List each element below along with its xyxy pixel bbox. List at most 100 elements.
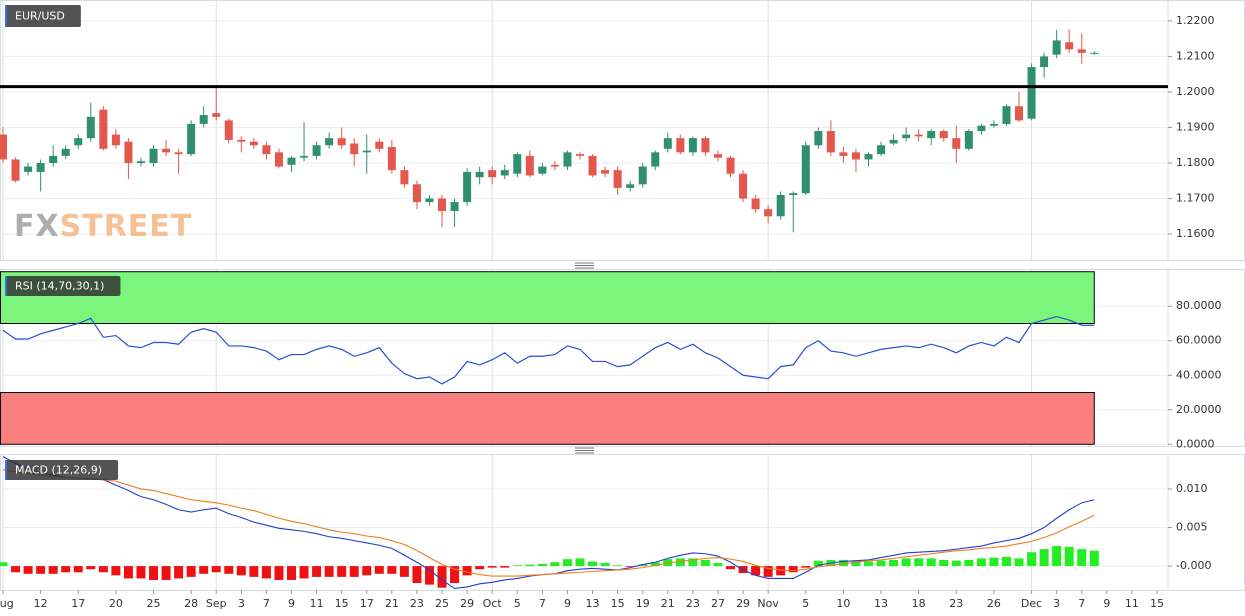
histogram-bar [763, 566, 773, 577]
histogram-bar [475, 566, 485, 570]
panel-title-accent [5, 276, 7, 296]
candle-body [877, 145, 886, 155]
candle-body [312, 145, 321, 156]
histogram-bar [211, 566, 221, 573]
panel-title: RSI (14,70,30,1) [15, 280, 104, 293]
histogram-bar [989, 557, 999, 567]
candle-body [776, 194, 785, 217]
x-tick-label: 19 [636, 597, 650, 610]
histogram-bar [675, 558, 685, 567]
panel-resize-handle[interactable] [575, 262, 594, 269]
panel-resize-handle[interactable] [575, 447, 594, 454]
candle-body [789, 193, 798, 195]
y-tick-label: 1.1700 [1176, 192, 1215, 205]
candle-body [86, 116, 95, 139]
histogram-bar [562, 559, 572, 567]
candle-body [274, 152, 283, 167]
candle-body [764, 209, 773, 217]
x-tick-label: Oct [483, 597, 503, 610]
candle-body [989, 123, 998, 126]
candle-body [49, 155, 58, 164]
x-tick-label: 20 [109, 597, 123, 610]
x-tick-label: 29 [460, 597, 474, 610]
histogram-bar [964, 559, 974, 567]
candle-body [149, 148, 158, 164]
histogram-bar [726, 566, 736, 570]
x-tick-label: 9 [1103, 597, 1110, 610]
x-tick-label: 21 [385, 597, 399, 610]
candle-body [375, 141, 384, 149]
candle-body [613, 170, 622, 188]
rsi-zone [0, 271, 1095, 324]
histogram-bar [73, 566, 83, 573]
histogram-bar [813, 560, 823, 567]
histogram-bar [287, 566, 296, 580]
y-tick-label: 1.2200 [1176, 14, 1215, 27]
candle-body [36, 163, 45, 172]
histogram-bar [312, 566, 322, 577]
y-tick-label: 40.0000 [1176, 368, 1222, 381]
histogram-bar [751, 566, 761, 576]
histogram-bar [525, 564, 535, 567]
candle-body [224, 120, 233, 140]
histogram-bar [374, 566, 384, 574]
candle-body [651, 152, 660, 167]
candle-body [964, 131, 973, 149]
candle-body [1040, 56, 1049, 68]
panel-title-box [5, 460, 119, 480]
x-tick-label: Aug [0, 597, 14, 610]
candle-body [525, 155, 534, 176]
histogram-bar [575, 558, 585, 567]
candle-body [24, 166, 33, 172]
candle-body [74, 138, 83, 146]
y-tick-label: 60.0000 [1176, 334, 1222, 347]
candle-body [249, 141, 258, 146]
candle-body [1052, 40, 1061, 55]
candle-body [350, 143, 359, 155]
histogram-bar [11, 566, 21, 573]
histogram-bar [324, 566, 334, 577]
candle-body [751, 198, 760, 210]
panel-title-accent [5, 460, 7, 480]
watermark-part: STREET [60, 209, 193, 244]
candle-body [538, 166, 547, 174]
histogram-bar [136, 566, 146, 579]
histogram-bar [625, 566, 635, 567]
candle-body [513, 154, 522, 174]
x-tick-label: 15 [611, 597, 625, 610]
candle-body [576, 154, 584, 156]
histogram-bar [1089, 550, 1099, 567]
histogram-bar [700, 559, 710, 567]
x-tick-label: 17 [71, 597, 85, 610]
y-tick-label: -0.000 [1176, 559, 1211, 572]
histogram-bar [951, 560, 961, 567]
candle-body [387, 147, 396, 171]
histogram-bar [487, 566, 497, 568]
x-tick-label: 23 [949, 597, 963, 610]
candle-body [726, 157, 735, 174]
x-tick-label: 10 [836, 597, 850, 610]
candle-body [0, 134, 7, 160]
y-tick-label: 1.1600 [1176, 227, 1215, 240]
histogram-bar [274, 566, 284, 580]
candle-body [977, 125, 986, 132]
histogram-bar [349, 566, 359, 577]
candle-body [412, 184, 421, 203]
candle-body [199, 115, 208, 124]
x-tick-label: 13 [874, 597, 888, 610]
candle-body [488, 170, 497, 178]
histogram-bar [1027, 552, 1037, 567]
y-tick-label: 0.010 [1176, 482, 1208, 495]
watermark-part: FX [14, 209, 60, 244]
y-tick-label: 20.0000 [1176, 403, 1222, 416]
histogram-bar [86, 566, 96, 570]
x-tick-label: 15 [335, 597, 349, 610]
x-tick-label: 23 [410, 597, 424, 610]
histogram-bar [713, 563, 723, 567]
histogram-bar [48, 566, 58, 574]
candle-body [1015, 106, 1024, 121]
x-tick-label: 7 [1078, 597, 1085, 610]
histogram-bar [61, 566, 71, 573]
histogram-bar [901, 558, 911, 567]
